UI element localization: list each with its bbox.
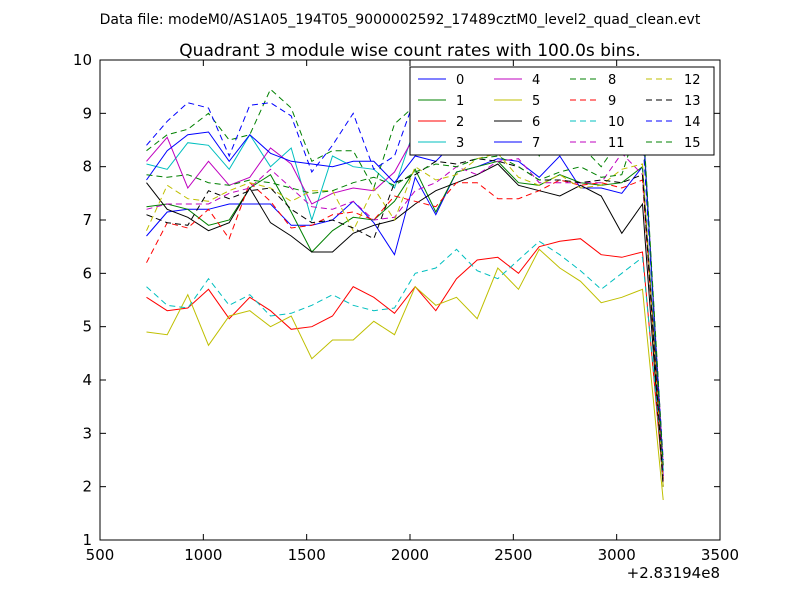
series-line-5 — [146, 248, 664, 501]
y-tick-label: 4 — [82, 371, 92, 389]
legend-label-0: 0 — [456, 73, 464, 88]
x-tick-label: 3500 — [701, 546, 739, 564]
series-line-12 — [146, 152, 664, 487]
legend-label-6: 6 — [532, 115, 540, 130]
y-tick-label: 7 — [82, 211, 92, 229]
legend-label-15: 15 — [684, 136, 701, 151]
x-tick-label: 1500 — [288, 546, 326, 564]
x-axis: 500 1000 1500 2000 2500 3000 3500 — [86, 60, 739, 564]
series-line-6 — [146, 163, 664, 487]
legend-label-7: 7 — [532, 136, 540, 151]
x-tick-label: 2500 — [494, 546, 532, 564]
y-tick-label: 2 — [82, 478, 92, 496]
legend-box — [409, 66, 715, 156]
chart-title: Quadrant 3 module wise count rates with … — [179, 41, 640, 61]
x-axis-offset-label: +2.83194e8 — [627, 564, 720, 582]
legend-label-8: 8 — [608, 73, 616, 88]
series-line-15 — [146, 110, 664, 466]
series-line-4 — [146, 112, 664, 466]
series-line-11 — [146, 152, 664, 477]
series-line-10 — [146, 240, 664, 471]
legend-label-4: 4 — [532, 73, 540, 88]
y-tick-label: 1 — [82, 531, 92, 549]
y-tick-label: 6 — [82, 264, 92, 282]
series-line-1 — [146, 160, 664, 477]
legend-label-10: 10 — [608, 115, 625, 130]
legend-label-2: 2 — [456, 115, 464, 130]
y-tick-label: 3 — [82, 424, 92, 442]
legend-label-12: 12 — [684, 73, 701, 88]
y-tick-label: 10 — [73, 51, 92, 69]
y-tick-label: 8 — [82, 158, 92, 176]
legend-label-14: 14 — [684, 115, 701, 130]
y-tick-label: 5 — [82, 318, 92, 336]
x-tick-label: 2000 — [391, 546, 429, 564]
x-tick-label: 500 — [86, 546, 115, 564]
legend-label-13: 13 — [684, 94, 701, 109]
legend-label-1: 1 — [456, 94, 464, 109]
legend-label-9: 9 — [608, 94, 616, 109]
legend-label-5: 5 — [532, 94, 540, 109]
series-line-9 — [146, 179, 664, 479]
legend-label-3: 3 — [456, 136, 464, 151]
x-tick-label: 3000 — [598, 546, 636, 564]
series-line-8 — [146, 88, 664, 471]
y-tick-label: 9 — [82, 104, 92, 122]
series-line-13 — [146, 158, 664, 485]
series-line-2 — [146, 238, 664, 482]
x-tick-label: 1000 — [184, 546, 222, 564]
legend-label-11: 11 — [608, 136, 625, 151]
series-layer — [146, 67, 664, 501]
data-file-label: Data file: modeM0/AS1A05_194T05_90000025… — [100, 12, 701, 28]
